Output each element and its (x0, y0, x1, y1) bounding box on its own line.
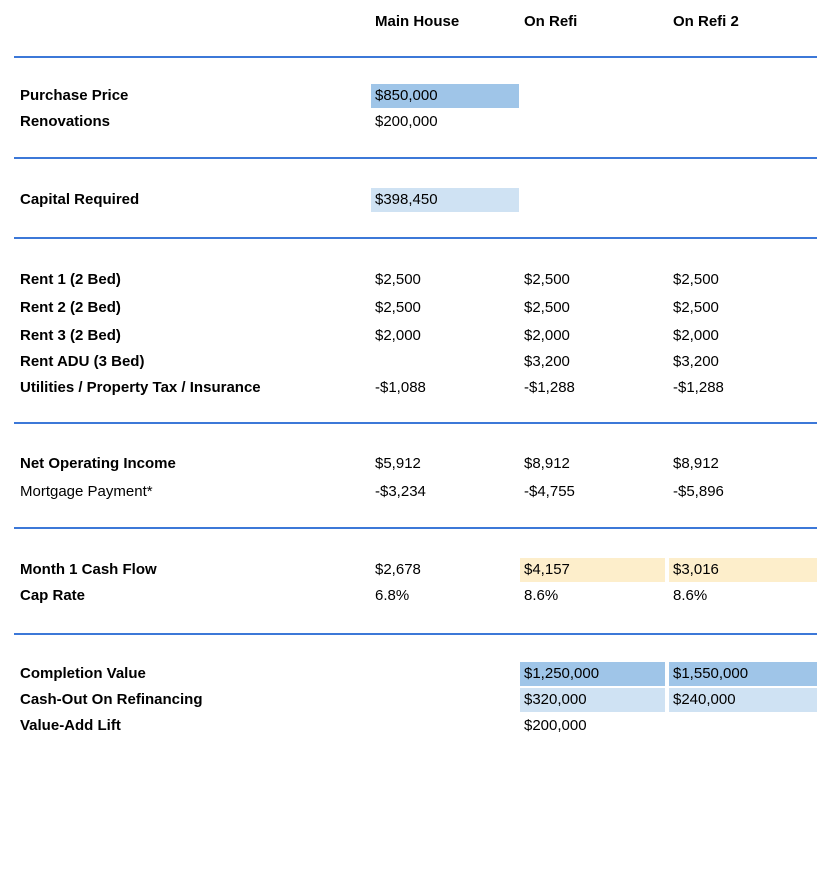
cell-on-refi-2[interactable]: 8.6% (673, 587, 708, 604)
cell-on-refi-2[interactable]: $2,500 (673, 271, 719, 288)
cell-main-house[interactable]: $2,000 (375, 327, 421, 344)
table-row: Cap Rate 6.8% 8.6% 8.6% (0, 584, 829, 608)
cell-main-house[interactable]: -$1,088 (375, 379, 426, 396)
row-label[interactable]: Utilities / Property Tax / Insurance (20, 379, 261, 396)
column-header-on-refi[interactable]: On Refi (524, 13, 578, 30)
section-divider (14, 157, 817, 159)
cell-on-refi[interactable]: $320,000 (520, 688, 665, 712)
cell-main-house[interactable]: -$3,234 (375, 483, 426, 500)
section-divider (14, 237, 817, 239)
table-row: Rent ADU (3 Bed) $3,200 $3,200 (0, 350, 829, 374)
table-row: Net Operating Income $5,912 $8,912 $8,91… (0, 452, 829, 476)
cell-main-house[interactable]: $5,912 (375, 455, 421, 472)
table-row: Mortgage Payment* -$3,234 -$4,755 -$5,89… (0, 480, 829, 504)
cell-on-refi-2[interactable]: $8,912 (673, 455, 719, 472)
section-divider (14, 422, 817, 424)
row-label[interactable]: Rent 3 (2 Bed) (20, 327, 121, 344)
row-label[interactable]: Completion Value (20, 665, 146, 682)
cell-on-refi-2[interactable]: $2,500 (673, 299, 719, 316)
row-label[interactable]: Rent ADU (3 Bed) (20, 353, 145, 370)
cell-on-refi-2[interactable]: $3,200 (673, 353, 719, 370)
cell-main-house[interactable]: 6.8% (375, 587, 410, 604)
row-label[interactable]: Mortgage Payment* (20, 483, 153, 500)
cell-on-refi[interactable]: -$1,288 (524, 379, 575, 396)
cell-on-refi-2[interactable]: $2,000 (673, 327, 719, 344)
cell-on-refi-2[interactable]: $3,016 (669, 558, 817, 582)
table-row: Rent 3 (2 Bed) $2,000 $2,000 $2,000 (0, 324, 829, 348)
cell-main-house[interactable]: $2,678 (375, 561, 421, 578)
table-row: Month 1 Cash Flow $2,678 $4,157 $3,016 (0, 558, 829, 582)
table-row: Capital Required $398,450 (0, 188, 829, 212)
table-row: Utilities / Property Tax / Insurance -$1… (0, 376, 829, 400)
cell-on-refi[interactable]: $2,000 (524, 327, 570, 344)
cell-on-refi-2[interactable]: $240,000 (669, 688, 817, 712)
row-label[interactable]: Net Operating Income (20, 455, 176, 472)
table-row: Completion Value $1,250,000 $1,550,000 (0, 662, 829, 686)
row-label[interactable]: Rent 1 (2 Bed) (20, 271, 121, 288)
row-label[interactable]: Renovations (20, 113, 111, 130)
cell-main-house[interactable]: $2,500 (375, 299, 421, 316)
table-row: Cash-Out On Refinancing $320,000 $240,00… (0, 688, 829, 712)
column-header-main-house[interactable]: Main House (375, 13, 460, 30)
cell-on-refi[interactable]: $1,250,000 (520, 662, 665, 686)
table-row: Value-Add Lift $200,000 (0, 714, 829, 738)
row-label[interactable]: Cap Rate (20, 587, 86, 604)
row-label[interactable]: Cash-Out On Refinancing (20, 691, 203, 708)
cell-on-refi-2[interactable]: -$1,288 (673, 379, 724, 396)
cell-on-refi[interactable]: $3,200 (524, 353, 570, 370)
cell-on-refi[interactable]: $2,500 (524, 271, 570, 288)
cell-main-house[interactable]: $200,000 (375, 113, 438, 130)
table-row: Rent 2 (2 Bed) $2,500 $2,500 $2,500 (0, 296, 829, 320)
cell-main-house[interactable]: $850,000 (371, 84, 519, 108)
cell-on-refi[interactable]: -$4,755 (524, 483, 575, 500)
column-header-on-refi-2[interactable]: On Refi 2 (673, 13, 739, 30)
section-divider (14, 56, 817, 58)
cell-on-refi[interactable]: $4,157 (520, 558, 665, 582)
row-label[interactable]: Capital Required (20, 191, 140, 208)
table-row: Rent 1 (2 Bed) $2,500 $2,500 $2,500 (0, 268, 829, 292)
cell-on-refi[interactable]: $8,912 (524, 455, 570, 472)
cell-on-refi[interactable]: $200,000 (524, 717, 587, 734)
cell-on-refi[interactable]: 8.6% (524, 587, 559, 604)
cell-on-refi-2[interactable]: $1,550,000 (669, 662, 817, 686)
row-label[interactable]: Month 1 Cash Flow (20, 561, 157, 578)
cell-on-refi-2[interactable]: -$5,896 (673, 483, 724, 500)
cell-main-house[interactable]: $2,500 (375, 271, 421, 288)
section-divider (14, 527, 817, 529)
cell-on-refi[interactable]: $2,500 (524, 299, 570, 316)
cell-main-house[interactable]: $398,450 (371, 188, 519, 212)
header-row: Main House On Refi On Refi 2 (0, 10, 829, 34)
section-divider (14, 633, 817, 635)
table-row: Purchase Price $850,000 (0, 84, 829, 108)
row-label[interactable]: Rent 2 (2 Bed) (20, 299, 121, 316)
table-row: Renovations $200,000 (0, 110, 829, 134)
row-label[interactable]: Value-Add Lift (20, 717, 121, 734)
row-label[interactable]: Purchase Price (20, 87, 129, 104)
